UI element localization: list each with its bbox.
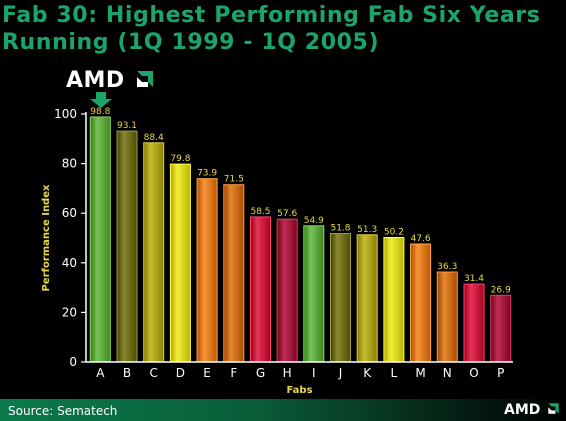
bar-A — [89, 116, 111, 363]
bar-M — [410, 243, 432, 363]
bar-O — [463, 283, 485, 363]
bar-L — [383, 237, 405, 363]
title-line-1: Fab 30: Highest Performing Fab Six Years — [2, 3, 541, 28]
bar-I — [303, 225, 325, 363]
y-tick-label-80: 80 — [62, 157, 77, 171]
value-label-B: 93.1 — [117, 121, 137, 131]
x-tick-label-M: M — [415, 366, 425, 380]
x-tick-label-O: O — [469, 366, 478, 380]
y-tick-label-60: 60 — [62, 206, 77, 220]
y-tick-label-40: 40 — [62, 256, 77, 270]
amd-footer-logo-text: AMD — [504, 402, 541, 418]
amd-logo-text: AMD — [66, 68, 125, 93]
amd-logo-top: AMD — [66, 68, 155, 95]
amd-arrow-logo-icon — [135, 69, 155, 95]
x-tick-label-D: D — [176, 366, 185, 380]
x-tick-label-I: I — [312, 366, 316, 380]
amd-footer-arrow-logo-icon — [547, 402, 560, 419]
bar-B — [116, 130, 138, 363]
value-label-F: 71.5 — [224, 175, 244, 185]
bar-H — [276, 218, 298, 363]
value-label-L: 50.2 — [384, 228, 404, 238]
value-label-A: 98.8 — [90, 107, 110, 117]
x-tick-label-J: J — [338, 366, 343, 380]
value-label-G: 58.5 — [250, 207, 270, 217]
value-label-I: 54.9 — [304, 216, 324, 226]
bar-E — [196, 178, 218, 363]
value-label-C: 88.4 — [144, 133, 164, 143]
bar-P — [490, 294, 512, 363]
x-tick-label-H: H — [283, 366, 292, 380]
x-tick-label-P: P — [497, 366, 504, 380]
amd-logo-bottom: AMD — [504, 402, 560, 419]
value-label-H: 57.6 — [277, 209, 297, 219]
bar-chart: 98.8 A 93.1 B 88.4 C 79.8 D 73.9 E 71.5 F 58.5 G 57.6 H… — [41, 107, 513, 396]
bar-C — [143, 142, 165, 363]
bar-G — [250, 216, 271, 363]
footer-bar — [0, 399, 566, 421]
bar-D — [169, 163, 191, 363]
y-tick-label-0: 0 — [69, 355, 77, 369]
value-label-D: 79.8 — [170, 154, 190, 164]
bar-F — [223, 184, 245, 363]
x-axis-title: Fabs — [286, 385, 312, 396]
value-label-M: 47.6 — [411, 234, 431, 244]
x-tick-label-F: F — [230, 366, 237, 380]
bar-K — [356, 234, 378, 363]
x-tick-label-B: B — [123, 366, 131, 380]
bar-J — [330, 233, 351, 363]
y-axis-title: Performance Index — [41, 184, 52, 291]
x-tick-label-C: C — [150, 366, 158, 380]
value-label-O: 31.4 — [464, 274, 484, 284]
title-line-2: Running (1Q 1999 - 1Q 2005) — [2, 30, 380, 55]
highlight-down-arrow-icon — [90, 92, 112, 112]
slide-title: Fab 30: Highest Performing Fab Six Years… — [2, 2, 562, 56]
value-label-J: 51.8 — [330, 224, 350, 234]
x-tick-label-K: K — [363, 366, 372, 380]
value-label-P: 26.9 — [491, 285, 511, 295]
x-tick-label-N: N — [443, 366, 452, 380]
x-tick-label-L: L — [391, 366, 398, 380]
value-label-N: 36.3 — [437, 262, 457, 272]
y-tick-label-100: 100 — [54, 107, 77, 121]
x-tick-label-G: G — [256, 366, 265, 380]
value-label-K: 51.3 — [357, 225, 377, 235]
y-tick-label-20: 20 — [62, 305, 77, 319]
x-tick-label-E: E — [203, 366, 211, 380]
x-tick-label-A: A — [96, 366, 105, 380]
bar-N — [436, 271, 458, 363]
source-note: Source: Sematech — [8, 404, 118, 418]
value-label-E: 73.9 — [197, 169, 217, 179]
